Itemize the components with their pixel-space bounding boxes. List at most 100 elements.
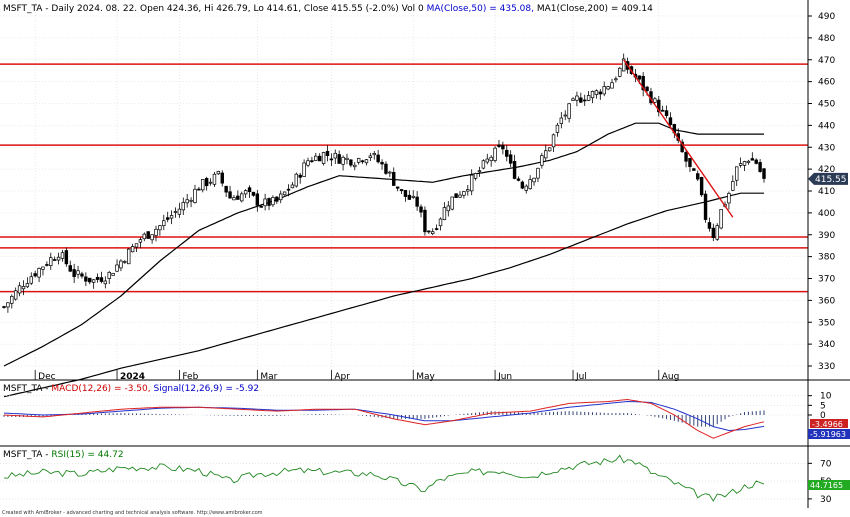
x-tick-label: Dec (38, 372, 55, 382)
candle-body (25, 283, 30, 288)
candle-body (115, 264, 119, 272)
candle-body (368, 155, 373, 158)
candle-body (563, 114, 567, 117)
signal-badge: -5.91963 (808, 429, 850, 439)
x-tick-label: Mar (260, 372, 277, 382)
candle-body (727, 193, 731, 204)
candle-body (423, 209, 427, 233)
candle-body (181, 202, 185, 211)
candle-body (21, 286, 26, 290)
candle-body (532, 177, 536, 183)
x-tick-label: Apr (334, 372, 350, 382)
last-price-badge: 415.55 (808, 172, 848, 185)
candle-body (56, 256, 61, 261)
candle-body (497, 144, 501, 147)
candle-body (80, 273, 84, 277)
candle-body (177, 208, 182, 215)
candle-body (434, 228, 439, 230)
candle-body (329, 158, 334, 161)
candle-body (169, 215, 174, 219)
candle-body (345, 157, 349, 160)
candle-body (571, 98, 575, 101)
candle-body (750, 158, 755, 161)
candle-body (341, 156, 345, 165)
candle-body (282, 191, 287, 196)
candle-body (688, 158, 692, 167)
candle-body (668, 117, 673, 125)
rsi-pane: 705030 MSFT_TA - RSI(15) = 44.72 44.7165 (0, 446, 850, 508)
candle-body (653, 98, 657, 103)
candle-body (216, 171, 221, 175)
candle-body (193, 188, 197, 203)
candle-body (711, 227, 716, 238)
candle-body (306, 160, 310, 166)
y-tick-label: 450 (818, 100, 835, 110)
candle-body (6, 302, 10, 308)
candle-body (384, 163, 388, 174)
candle-body (618, 67, 622, 77)
candle-body (17, 285, 22, 294)
candle-body (107, 272, 111, 279)
main-pane: 330 340 350 360 370 380 390 400 410 420 430 440 450 4… (0, 0, 850, 398)
candle-body (544, 150, 548, 159)
candle-body (60, 252, 65, 259)
candle-body (473, 173, 478, 179)
candle-body (13, 290, 18, 300)
rsi-title: MSFT_TA - RSI(15) = 44.72 (3, 450, 124, 460)
candle-body (279, 193, 283, 201)
candle-body (232, 197, 236, 201)
candle-body (49, 257, 53, 266)
candle-body (427, 230, 431, 233)
candle-body (259, 206, 263, 208)
x-tick-label: 2024 (120, 372, 145, 382)
candle-body (583, 99, 587, 102)
candle-body (111, 273, 115, 276)
candle-body (664, 110, 669, 116)
candle-body (119, 260, 123, 269)
candle-body (731, 181, 735, 191)
y-tick-label: 430 (818, 143, 835, 153)
y-tick-label: 480 (818, 34, 835, 44)
candle-body (715, 225, 719, 240)
candle-body (540, 155, 544, 166)
candle-body (298, 174, 302, 178)
footer-text: Created with AmiBroker - advanced charti… (2, 510, 263, 516)
x-tick-label: Feb (182, 372, 198, 382)
candle-body (99, 277, 104, 282)
candle-body (45, 264, 49, 266)
candle-body (189, 199, 193, 202)
candle-body (738, 163, 743, 166)
candle-body (598, 91, 603, 95)
candle-body (146, 231, 150, 239)
price-title: MSFT_TA - Daily 2024. 08. 22. Open 424.3… (3, 4, 653, 14)
candle-body (224, 185, 228, 193)
candle-body (450, 196, 454, 210)
candle-body (76, 270, 80, 275)
candle-body (692, 168, 696, 171)
candle-body (364, 159, 369, 164)
candle-body (337, 154, 341, 164)
candle-body (458, 194, 462, 198)
candle-body (68, 265, 72, 272)
candle-body (481, 160, 486, 169)
candle-body (162, 220, 166, 227)
candle-body (286, 188, 291, 191)
candle-body (212, 173, 217, 185)
candle-body (602, 86, 606, 95)
macd-y-tick-label: 0 (820, 411, 826, 421)
candle-body (703, 193, 708, 220)
candle-body (547, 147, 552, 152)
candle-body (130, 246, 135, 253)
candle-body (442, 207, 447, 221)
candle-body (138, 239, 143, 243)
candle-body (154, 228, 158, 236)
candle-body (528, 179, 532, 190)
candle-body (742, 161, 747, 166)
candle-body (606, 86, 610, 90)
candle-body (263, 198, 267, 207)
candle-body (524, 185, 528, 191)
candle-body (29, 276, 33, 284)
candle-body (399, 189, 404, 192)
candle-body (719, 209, 723, 229)
candle-body (403, 190, 408, 197)
